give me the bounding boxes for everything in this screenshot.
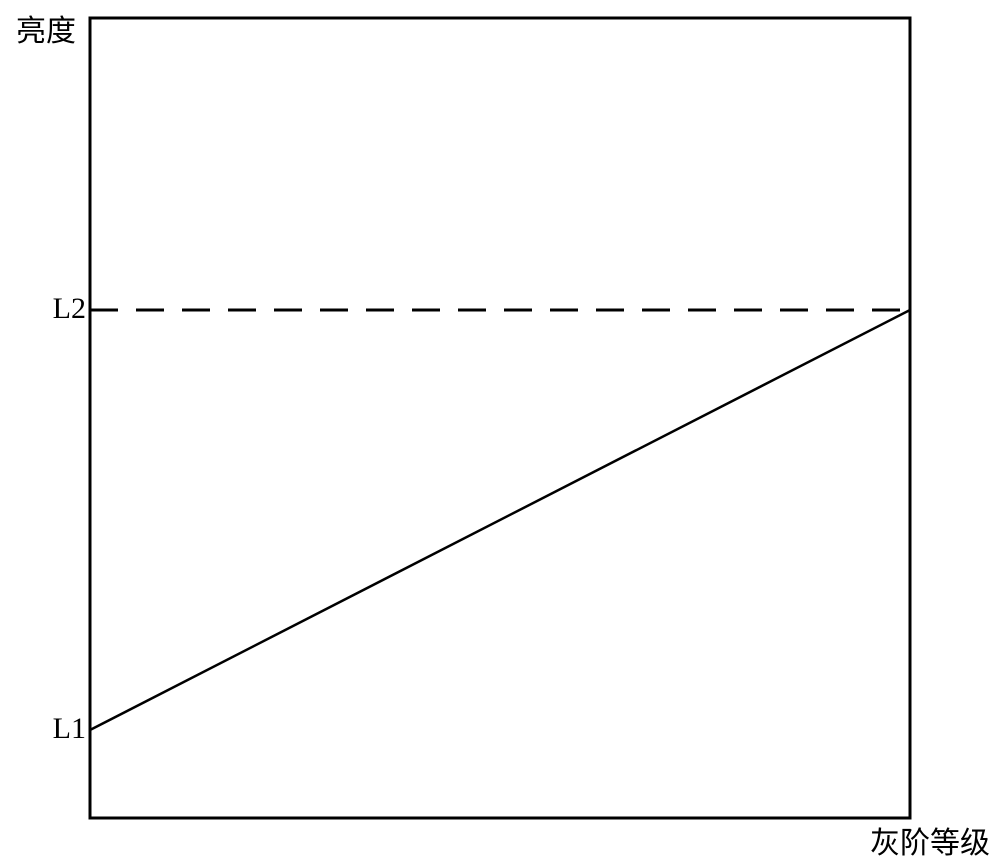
plot-border (90, 18, 910, 818)
chart-canvas: 亮度 L2 L1 灰阶等级 (0, 0, 1000, 865)
chart-svg (0, 0, 1000, 865)
